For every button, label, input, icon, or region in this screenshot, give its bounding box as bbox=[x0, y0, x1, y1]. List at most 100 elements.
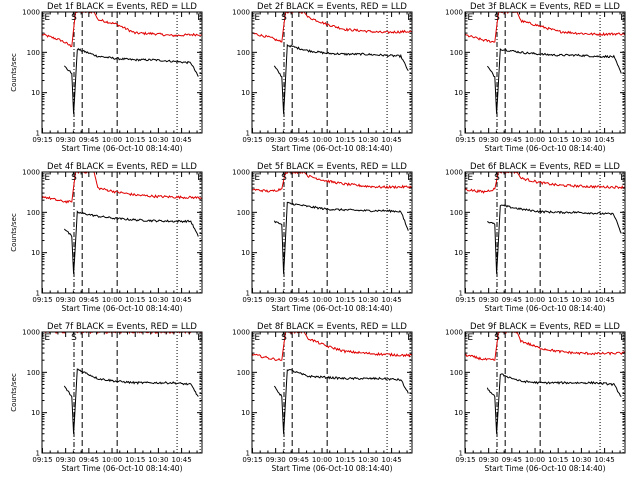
y-tick-label: 1 bbox=[246, 450, 250, 458]
x-tick-label: 10:45 bbox=[382, 136, 402, 144]
x-tick-label: 10:30 bbox=[571, 456, 591, 464]
x-tick-label: 10:00 bbox=[525, 456, 545, 464]
chart-panel-4: Det 4f BLACK = Events, RED = LLDESE11010… bbox=[10, 162, 203, 313]
y-axis-label: Counts/sec bbox=[10, 213, 18, 252]
marker-s: S bbox=[494, 333, 500, 343]
x-tick-label: 10:45 bbox=[172, 296, 192, 304]
events-series-line bbox=[273, 201, 409, 274]
plot-frame bbox=[251, 11, 413, 134]
x-tick-label: 09:45 bbox=[289, 456, 309, 464]
x-axis-label: Start Time (06-Oct-10 08:14:40) bbox=[61, 464, 182, 473]
marker-s: S bbox=[71, 173, 77, 183]
chart-panel-2: Det 2f BLACK = Events, RED = LLDESE11010… bbox=[232, 2, 413, 153]
x-tick-label: 10:30 bbox=[571, 296, 591, 304]
x-tick-label: 10:15 bbox=[125, 296, 145, 304]
x-tick-label: 10:00 bbox=[102, 136, 122, 144]
marker-e: E bbox=[467, 333, 473, 343]
marker-e: E bbox=[467, 173, 473, 183]
plot-area bbox=[252, 172, 412, 293]
y-tick-label: 1 bbox=[36, 290, 40, 298]
chart-title: Det 3f BLACK = Events, RED = LLD bbox=[470, 2, 620, 12]
lld-series-line bbox=[465, 172, 625, 194]
plot-frame bbox=[41, 11, 203, 134]
marker-s: S bbox=[494, 173, 500, 183]
x-tick-label: 10:00 bbox=[312, 136, 332, 144]
x-axis-label: Start Time (06-Oct-10 08:14:40) bbox=[271, 464, 392, 473]
lld-series-line bbox=[42, 12, 202, 48]
y-tick-label: 100 bbox=[27, 49, 40, 57]
x-tick-label: 09:45 bbox=[79, 456, 99, 464]
chart-title: Det 6f BLACK = Events, RED = LLD bbox=[470, 162, 620, 172]
x-tick-label: 09:15 bbox=[455, 296, 475, 304]
y-tick-label: 10 bbox=[31, 249, 40, 257]
x-tick-label: 09:15 bbox=[455, 136, 475, 144]
events-series-line bbox=[63, 47, 199, 114]
x-tick-label: 09:15 bbox=[32, 136, 52, 144]
plot-area bbox=[252, 332, 412, 453]
x-tick-label: 09:30 bbox=[56, 136, 76, 144]
marker-s: S bbox=[71, 13, 77, 23]
y-axis-label: Counts/sec bbox=[10, 53, 18, 92]
y-tick-label: 10 bbox=[454, 249, 463, 257]
x-tick-label: 10:30 bbox=[358, 456, 378, 464]
y-tick-label: 100 bbox=[450, 209, 463, 217]
x-tick-label: 10:15 bbox=[335, 136, 355, 144]
y-tick-label: 100 bbox=[450, 369, 463, 377]
events-series-line bbox=[486, 48, 622, 114]
x-tick-label: 10:00 bbox=[525, 296, 545, 304]
y-tick-label: 1000 bbox=[445, 169, 463, 177]
plot-area bbox=[465, 12, 625, 133]
x-tick-label: 10:45 bbox=[172, 456, 192, 464]
x-tick-label: 10:15 bbox=[125, 136, 145, 144]
x-tick-label: 10:45 bbox=[595, 456, 615, 464]
x-tick-label: 10:15 bbox=[125, 456, 145, 464]
x-tick-label: 10:15 bbox=[548, 456, 568, 464]
x-tick-label: 09:30 bbox=[479, 136, 499, 144]
x-tick-label: 10:15 bbox=[335, 456, 355, 464]
x-tick-label: 10:30 bbox=[358, 136, 378, 144]
x-axis-label: Start Time (06-Oct-10 08:14:40) bbox=[484, 464, 605, 473]
x-tick-label: 09:30 bbox=[266, 456, 286, 464]
x-tick-label: 10:45 bbox=[595, 136, 615, 144]
chart-panel-3: Det 3f BLACK = Events, RED = LLDESE11010… bbox=[445, 2, 626, 153]
x-tick-label: 10:45 bbox=[382, 456, 402, 464]
x-tick-label: 09:30 bbox=[266, 296, 286, 304]
chart-panel-6: Det 6f BLACK = Events, RED = LLDESE11010… bbox=[445, 162, 626, 313]
y-tick-label: 10 bbox=[241, 409, 250, 417]
x-tick-label: 09:30 bbox=[56, 296, 76, 304]
y-tick-label: 100 bbox=[237, 49, 250, 57]
x-tick-label: 09:45 bbox=[79, 296, 99, 304]
y-tick-label: 1000 bbox=[232, 169, 250, 177]
marker-e: E bbox=[254, 173, 260, 183]
y-tick-label: 1000 bbox=[445, 9, 463, 17]
x-tick-label: 09:30 bbox=[56, 456, 76, 464]
y-tick-label: 1000 bbox=[232, 9, 250, 17]
marker-e: E bbox=[254, 333, 260, 343]
x-tick-label: 10:00 bbox=[312, 456, 332, 464]
x-axis-label: Start Time (06-Oct-10 08:14:40) bbox=[271, 144, 392, 153]
chart-title: Det 4f BLACK = Events, RED = LLD bbox=[47, 162, 197, 172]
marker-e: E bbox=[467, 13, 473, 23]
y-axis-label: Counts/sec bbox=[10, 373, 18, 412]
marker-e: E bbox=[44, 173, 50, 183]
plot-frame bbox=[464, 11, 626, 134]
x-tick-label: 09:45 bbox=[79, 136, 99, 144]
chart-panel-8: Det 8f BLACK = Events, RED = LLDESE11010… bbox=[232, 322, 413, 473]
chart-title: Det 7f BLACK = Events, RED = LLD bbox=[47, 322, 197, 332]
plot-frame bbox=[41, 171, 203, 294]
marker-s: S bbox=[71, 333, 77, 343]
plot-area bbox=[42, 12, 202, 133]
x-tick-label: 10:00 bbox=[102, 296, 122, 304]
x-tick-label: 09:15 bbox=[242, 456, 262, 464]
y-tick-label: 1000 bbox=[22, 9, 40, 17]
x-tick-label: 09:30 bbox=[479, 296, 499, 304]
x-tick-label: 10:15 bbox=[548, 296, 568, 304]
y-tick-label: 1 bbox=[36, 450, 40, 458]
marker-s: S bbox=[494, 13, 500, 23]
x-tick-label: 10:45 bbox=[382, 296, 402, 304]
x-tick-label: 10:00 bbox=[525, 136, 545, 144]
y-tick-label: 100 bbox=[450, 49, 463, 57]
y-tick-label: 10 bbox=[31, 409, 40, 417]
x-tick-label: 10:30 bbox=[571, 136, 591, 144]
y-tick-label: 1 bbox=[459, 290, 463, 298]
